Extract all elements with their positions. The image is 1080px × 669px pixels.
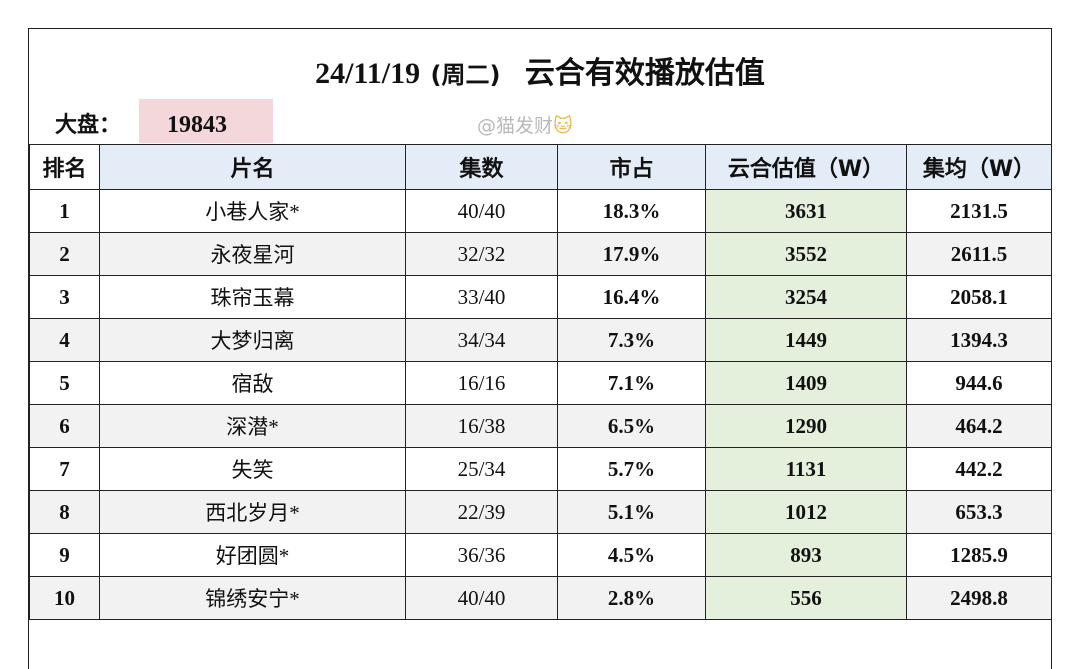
cell-avg: 1285.9 <box>906 533 1052 577</box>
cell-title: 深潜* <box>99 404 406 448</box>
cell-rank: 4 <box>29 318 100 362</box>
cell-title: 小巷人家* <box>99 189 406 233</box>
cell-avg: 2498.8 <box>906 576 1052 620</box>
title-date: 24/11/19 <box>315 57 421 90</box>
cell-rank: 10 <box>29 576 100 620</box>
cell-estimate: 1449 <box>705 318 907 362</box>
cell-estimate: 1409 <box>705 361 907 405</box>
cell-share: 2.8% <box>557 576 706 620</box>
col-header-avg: 集均（W） <box>906 144 1052 190</box>
cell-estimate: 3254 <box>705 275 907 319</box>
table-row: 5 宿敌 16/16 7.1% 1409 944.6 <box>29 361 1052 405</box>
dapan-label: 大盘： <box>55 113 122 138</box>
cell-share: 17.9% <box>557 232 706 276</box>
cell-title: 永夜星河 <box>99 232 406 276</box>
cell-share: 4.5% <box>557 533 706 577</box>
table-row: 8 西北岁月* 22/39 5.1% 1012 653.3 <box>29 490 1052 534</box>
cell-estimate: 893 <box>705 533 907 577</box>
col-header-estimate: 云合估值（W） <box>705 144 907 190</box>
ranking-sheet: 24/11/19 (周二) 云合有效播放估值 大盘： 19843 @猫发财🐱 排… <box>28 28 1052 669</box>
cell-share: 7.3% <box>557 318 706 362</box>
table-row: 2 永夜星河 32/32 17.9% 3552 2611.5 <box>29 232 1052 276</box>
cell-avg: 653.3 <box>906 490 1052 534</box>
col-header-share: 市占 <box>557 144 706 190</box>
ranking-table: 排名 片名 集数 市占 云合估值（W） 集均（W） 1 小巷人家* 40/40 … <box>29 144 1052 620</box>
cell-estimate: 3631 <box>705 189 907 233</box>
cell-estimate: 3552 <box>705 232 907 276</box>
cell-estimate: 556 <box>705 576 907 620</box>
cell-title: 宿敌 <box>99 361 406 405</box>
cell-episodes: 16/38 <box>405 404 558 448</box>
cell-rank: 3 <box>29 275 100 319</box>
cell-title: 失笑 <box>99 447 406 491</box>
cell-share: 18.3% <box>557 189 706 233</box>
cell-episodes: 16/16 <box>405 361 558 405</box>
cell-rank: 2 <box>29 232 100 276</box>
cell-title: 大梦归离 <box>99 318 406 362</box>
table-row: 6 深潜* 16/38 6.5% 1290 464.2 <box>29 404 1052 448</box>
watermark-text: @猫发财 <box>477 115 554 137</box>
cell-estimate: 1131 <box>705 447 907 491</box>
cell-rank: 7 <box>29 447 100 491</box>
cell-share: 16.4% <box>557 275 706 319</box>
table-header-row: 排名 片名 集数 市占 云合估值（W） 集均（W） <box>29 144 1052 190</box>
cell-avg: 1394.3 <box>906 318 1052 362</box>
cell-episodes: 34/34 <box>405 318 558 362</box>
page-title: 24/11/19 (周二) 云合有效播放估值 <box>29 29 1051 119</box>
cell-avg: 464.2 <box>906 404 1052 448</box>
cell-share: 6.5% <box>557 404 706 448</box>
table-row: 9 好团圆* 36/36 4.5% 893 1285.9 <box>29 533 1052 577</box>
cell-episodes: 32/32 <box>405 232 558 276</box>
table-row: 1 小巷人家* 40/40 18.3% 3631 2131.5 <box>29 189 1052 233</box>
cell-rank: 6 <box>29 404 100 448</box>
cell-episodes: 40/40 <box>405 576 558 620</box>
cell-title: 锦绣安宁* <box>99 576 406 620</box>
cell-avg: 2611.5 <box>906 232 1052 276</box>
cell-episodes: 22/39 <box>405 490 558 534</box>
col-header-rank: 排名 <box>29 144 100 190</box>
table-row: 10 锦绣安宁* 40/40 2.8% 556 2498.8 <box>29 576 1052 620</box>
cell-title: 好团圆* <box>99 533 406 577</box>
cell-rank: 9 <box>29 533 100 577</box>
table-row: 7 失笑 25/34 5.7% 1131 442.2 <box>29 447 1052 491</box>
cell-avg: 442.2 <box>906 447 1052 491</box>
cat-emoji-icon: 🐱 <box>553 115 573 137</box>
title-weekday: (周二) <box>430 61 501 89</box>
watermark: @猫发财🐱 <box>477 111 573 138</box>
dapan-value: 19843 <box>139 99 273 143</box>
cell-rank: 8 <box>29 490 100 534</box>
table-row: 3 珠帘玉幕 33/40 16.4% 3254 2058.1 <box>29 275 1052 319</box>
cell-rank: 5 <box>29 361 100 405</box>
cell-avg: 2131.5 <box>906 189 1052 233</box>
title-name: 云合有效播放估值 <box>524 56 765 91</box>
cell-episodes: 36/36 <box>405 533 558 577</box>
cell-title: 珠帘玉幕 <box>99 275 406 319</box>
cell-share: 5.7% <box>557 447 706 491</box>
cell-avg: 944.6 <box>906 361 1052 405</box>
col-header-title: 片名 <box>99 144 406 190</box>
cell-share: 5.1% <box>557 490 706 534</box>
cell-avg: 2058.1 <box>906 275 1052 319</box>
cell-estimate: 1290 <box>705 404 907 448</box>
cell-episodes: 40/40 <box>405 189 558 233</box>
col-header-episodes: 集数 <box>405 144 558 190</box>
cell-rank: 1 <box>29 189 100 233</box>
cell-estimate: 1012 <box>705 490 907 534</box>
cell-share: 7.1% <box>557 361 706 405</box>
cell-episodes: 33/40 <box>405 275 558 319</box>
cell-episodes: 25/34 <box>405 447 558 491</box>
table-row: 4 大梦归离 34/34 7.3% 1449 1394.3 <box>29 318 1052 362</box>
cell-title: 西北岁月* <box>99 490 406 534</box>
